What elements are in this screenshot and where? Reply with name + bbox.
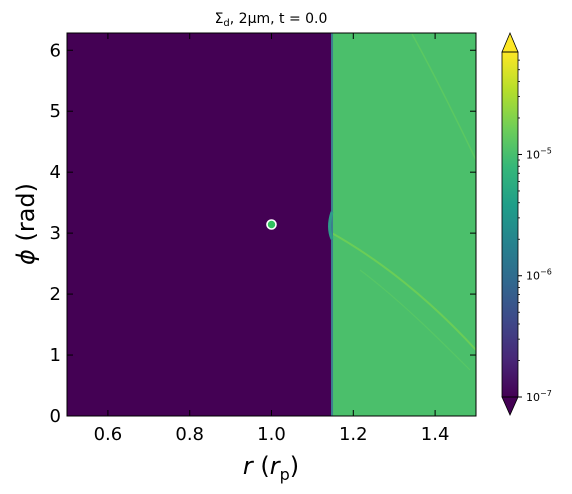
y-tick-label: 4 — [50, 162, 61, 183]
y-tick-label: 2 — [50, 284, 61, 305]
colorbar-tick-label: 10−6 — [526, 268, 552, 283]
y-axis-ticks: 0 1 2 3 4 5 6 — [50, 40, 476, 427]
x-axis-ticks: 0.6 0.8 1.0 1.2 1.4 — [94, 33, 450, 445]
spiral-wake-lower — [329, 231, 476, 351]
colorbar-tick-label: 10−5 — [526, 146, 552, 161]
colorbar-extend-max — [501, 31, 519, 53]
colorbar-body — [502, 52, 518, 397]
colorbar-tick-label: 10−7 — [526, 389, 552, 404]
density-streaks — [329, 33, 476, 371]
y-tick-label: 3 — [50, 223, 61, 244]
y-tick-label: 5 — [50, 101, 61, 122]
colorbar-extend-min — [501, 396, 519, 416]
heatmap-regions — [67, 33, 476, 416]
colorbar: 10−7 10−6 10−5 — [501, 31, 552, 416]
colorbar-ticks: 10−7 10−6 10−5 — [518, 59, 552, 404]
planet-marker — [266, 219, 277, 230]
outer-region — [332, 33, 476, 416]
y-tick-label: 0 — [50, 406, 61, 427]
plot-area — [67, 33, 476, 416]
x-tick-label: 1.2 — [339, 424, 368, 445]
gap-edge — [328, 33, 334, 416]
x-tick-label: 0.8 — [175, 424, 204, 445]
y-tick-label: 1 — [50, 345, 61, 366]
gap-edge-bump — [328, 211, 334, 240]
chart-title: Σd, 2μm, t = 0.0 — [215, 11, 328, 29]
y-axis-title: ϕ (rad) — [12, 183, 40, 265]
y-tick-label: 6 — [50, 40, 61, 61]
spiral-wake-faint-lower — [359, 269, 471, 371]
x-tick-label: 1.4 — [421, 424, 450, 445]
x-tick-label: 1.0 — [257, 424, 286, 445]
spiral-wake-upper — [411, 33, 476, 161]
x-axis-title: r (rp) — [243, 452, 299, 484]
colorbar-frame — [501, 51, 519, 398]
x-tick-label: 0.6 — [94, 424, 123, 445]
inner-region — [67, 33, 333, 416]
